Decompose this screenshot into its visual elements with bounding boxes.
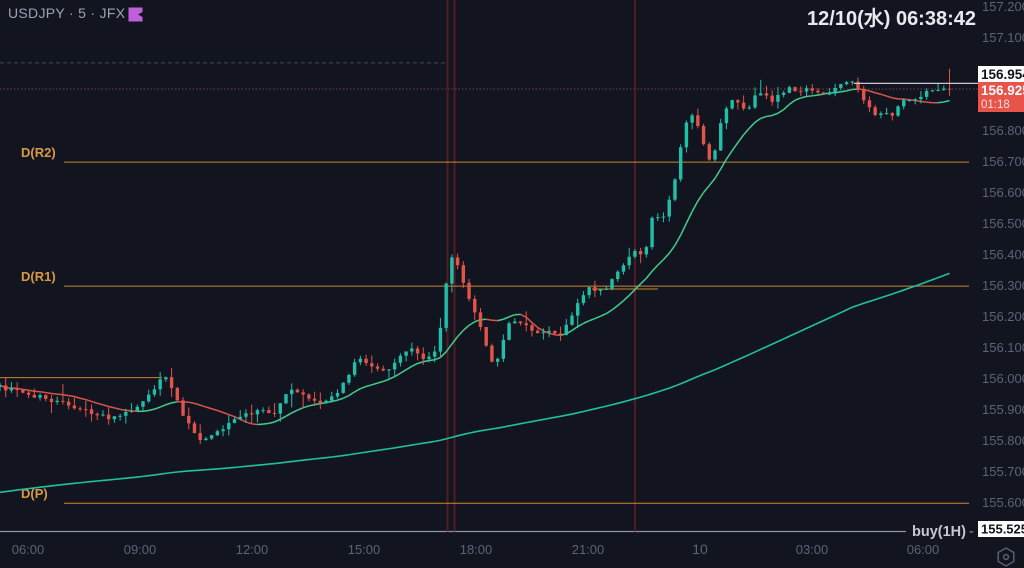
svg-text:156.200: 156.200 [982,309,1024,324]
svg-text:buy(1H): buy(1H) [912,524,966,540]
svg-text:156.400: 156.400 [982,247,1024,262]
svg-text:156.500: 156.500 [982,216,1024,231]
svg-text:01:18: 01:18 [981,99,1010,111]
svg-text:155.700: 155.700 [982,464,1024,479]
svg-text:D(R1): D(R1) [21,269,56,284]
svg-text:156.100: 156.100 [982,340,1024,355]
svg-text:06:00: 06:00 [12,542,45,557]
svg-text:157.200: 157.200 [982,0,1024,14]
svg-text:21:00: 21:00 [572,542,605,557]
svg-text:156.700: 156.700 [982,154,1024,169]
svg-text:156.800: 156.800 [982,123,1024,138]
svg-text:D(R2): D(R2) [21,145,56,160]
svg-text:156.600: 156.600 [982,185,1024,200]
svg-text:156.954: 156.954 [981,67,1024,82]
svg-text:155.800: 155.800 [982,433,1024,448]
svg-text:03:00: 03:00 [796,542,829,557]
svg-text:10: 10 [692,541,708,557]
svg-text:09:00: 09:00 [124,542,157,557]
svg-text:157.100: 157.100 [982,30,1024,45]
svg-text:155.525: 155.525 [981,522,1024,537]
svg-text:-: - [969,524,974,540]
svg-text:156.300: 156.300 [982,278,1024,293]
svg-text:15:00: 15:00 [348,542,381,557]
svg-text:156.000: 156.000 [982,371,1024,386]
svg-text:12:00: 12:00 [236,542,269,557]
svg-text:18:00: 18:00 [460,542,493,557]
svg-text:06:00: 06:00 [907,542,940,557]
svg-text:155.900: 155.900 [982,402,1024,417]
svg-text:155.600: 155.600 [982,495,1024,510]
svg-text:156.925: 156.925 [981,83,1024,98]
